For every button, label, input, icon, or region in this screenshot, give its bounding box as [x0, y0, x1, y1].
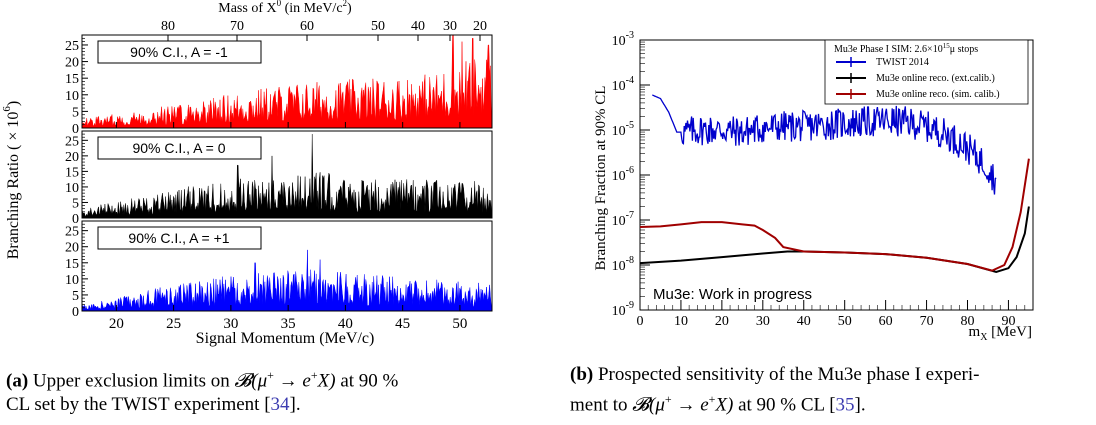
y-tick-label: 10 — [65, 89, 79, 104]
right-figure: 10-9 10-8 10-7 10-6 10-5 10-4 10-3 0 10 20 30 40 50 6… — [593, 30, 1034, 343]
x-tick-label: 30 — [223, 316, 238, 332]
panel-2-label: 90% C.I., A = 0 — [132, 140, 225, 156]
panel-1-label: 90% C.I., A = -1 — [130, 44, 228, 60]
x-tick-label: 0 — [637, 314, 644, 329]
y-tick-label: 10 — [65, 181, 79, 196]
y-tick-label: 10 — [65, 273, 79, 288]
panel-1-label-box — [97, 40, 262, 64]
y-tick-label: 0 — [72, 305, 79, 320]
y-tick-label: 15 — [65, 72, 79, 87]
x-tick-label: 20 — [109, 316, 124, 332]
y-tick-label: 20 — [65, 150, 79, 165]
x-tick-label: 70 — [920, 314, 934, 329]
x-tick-label: 80 — [961, 314, 975, 329]
top-tick-label: 70 — [230, 19, 244, 34]
right-y-axis-label: Branching Fraction at 90% CL — [593, 86, 609, 271]
panel-2-label-box — [97, 136, 262, 160]
legend-label-2: Mu3e online reco. (ext.calib.) — [876, 73, 995, 84]
y-tick-label: 25 — [65, 225, 79, 240]
x-tick-label: 50 — [838, 314, 852, 329]
y-tick-label: 15 — [65, 257, 79, 272]
y-tick-label: 5 — [72, 196, 79, 211]
top-tick-label: 50 — [371, 19, 385, 34]
top-tick-label: 30 — [443, 19, 457, 34]
top-axis-title: Mass of X0 (in MeV/c2) — [218, 0, 352, 16]
legend-label-1: TWIST 2014 — [876, 57, 929, 68]
y-tick-label: 20 — [65, 56, 79, 71]
x-tick-label: 60 — [879, 314, 893, 329]
top-tick-label: 40 — [411, 19, 425, 34]
x-tick-label: 20 — [715, 314, 729, 329]
y-tick-label: 15 — [65, 165, 79, 180]
y-tick-label: 10-7 — [612, 210, 634, 229]
y-tick-label: 10-4 — [612, 75, 634, 94]
y-tick-label: 25 — [65, 39, 79, 54]
panel-3-label-box — [97, 226, 262, 250]
x-tick-label: 35 — [281, 316, 296, 332]
left-y-axis-label: Branching Ratio ( × 106) — [1, 101, 22, 260]
y-tick-label: 5 — [72, 105, 79, 120]
series-line-1 — [652, 94, 997, 195]
y-tick-label: 0 — [72, 212, 79, 227]
legend-label-3: Mu3e online reco. (sim. calib.) — [876, 89, 1000, 100]
panel-2-area — [81, 134, 493, 219]
left-x-axis-label: Signal Momentum (MeV/c) — [196, 330, 375, 347]
top-tick-label: 80 — [161, 19, 175, 34]
right-plot: 10-9 10-8 10-7 10-6 10-5 10-4 10-3 0 10 20 30 40 50 6… — [612, 30, 1034, 329]
panel-1-area — [81, 34, 493, 129]
legend-entries: TWIST 2014 Mu3e online reco. (ext.calib.)… — [836, 57, 1000, 100]
y-tick-label: 10-8 — [612, 255, 634, 274]
y-tick-label: 5 — [72, 289, 79, 304]
top-tick-label: 60 — [300, 19, 314, 34]
x-tick-label: 25 — [166, 316, 181, 332]
x-tick-label: 40 — [797, 314, 811, 329]
y-tick-label: 0 — [72, 122, 79, 137]
x-tick-label: 90 — [1001, 314, 1015, 329]
work-in-progress-label: Mu3e: Work in progress — [653, 286, 812, 303]
series-line-2 — [639, 206, 1030, 274]
right-x-axis-label: mX [MeV] — [969, 324, 1032, 343]
panel-3-label: 90% C.I., A = +1 — [128, 230, 229, 246]
x-tick-label: 10 — [674, 314, 688, 329]
series-line-3 — [639, 158, 1030, 272]
x-tick-label: 45 — [395, 316, 410, 332]
panel-3-area — [81, 249, 493, 312]
y-tick-label: 10-5 — [612, 120, 634, 139]
top-tick-label: 20 — [473, 19, 487, 34]
y-tick-label: 10-9 — [612, 300, 634, 319]
x-tick-label: 30 — [756, 314, 770, 329]
y-tick-label: 25 — [65, 134, 79, 149]
legend-title: Mu3e Phase I SIM: 2.6×1015μ stops — [834, 42, 978, 55]
caption-b: (b) Prospected sensitivity of the Mu3e p… — [570, 364, 980, 416]
x-tick-label: 50 — [452, 316, 467, 332]
y-tick-label: 20 — [65, 241, 79, 256]
x-tick-label: 40 — [338, 316, 353, 332]
y-tick-label: 10-6 — [612, 165, 634, 184]
caption-a: (a) Upper exclusion limits on 𝓑(μ+ → e+X… — [6, 368, 399, 416]
y-tick-label: 10-3 — [612, 30, 634, 49]
legend: Mu3e Phase I SIM: 2.6×1015μ stops TWIST … — [824, 39, 1029, 105]
